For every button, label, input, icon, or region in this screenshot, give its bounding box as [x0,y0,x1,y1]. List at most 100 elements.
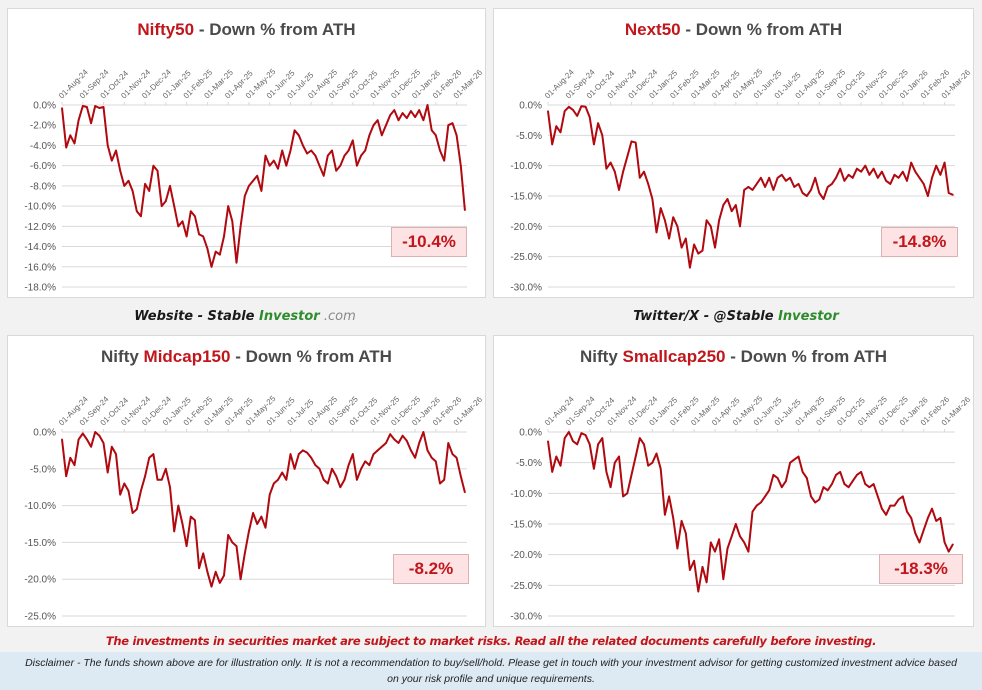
data-point [160,479,163,481]
data-point [131,512,134,514]
data-point [127,490,130,492]
data-point [252,512,254,514]
data-point [206,571,209,573]
data-point [144,475,146,477]
data-point [227,205,229,207]
data-point [451,122,454,124]
data-point [860,170,862,173]
data-point [580,432,583,435]
data-point [273,482,275,485]
data-point [822,486,825,488]
y-tick-label: -10.0% [24,501,56,512]
data-point [943,161,946,164]
data-point [588,443,591,446]
data-point [102,106,105,108]
data-point [148,456,151,459]
chart-panel-next50: Next50 - Down % from ATH 0.0% -5.0% -10.0%… [493,8,974,298]
y-tick-label: -18.0% [24,283,56,294]
twitter-prefix: Twitter/X - @Stable [633,309,779,324]
data-point [768,489,771,492]
data-point [264,154,267,157]
data-point [243,552,246,555]
data-point [568,431,570,433]
data-point [826,489,829,492]
data-point [331,149,333,152]
data-point [202,235,205,238]
data-point [605,167,608,170]
data-point [789,461,791,464]
data-point [630,474,633,476]
y-tick-label: -30.0% [510,283,542,294]
website-suffix: .com [319,309,356,324]
y-tick-label: -5.0% [516,458,542,469]
data-point [939,517,942,519]
data-point [268,164,271,167]
data-point [235,261,238,264]
y-tick-label: -10.0% [510,489,542,500]
data-point [69,134,72,137]
line-chart-nifty50: 0.0% -2.0% -4.0% -6.0% -8.0% -10.0% -12.0% -14.… [24,67,484,294]
data-point [739,535,741,538]
data-point [447,124,450,127]
data-point [726,198,729,200]
data-point [801,471,804,473]
y-tick-label: -4.0% [30,141,56,152]
twitter-caption: Twitter/X - @Stable Investor [490,309,982,324]
data-point [664,219,666,222]
data-point [768,177,771,179]
data-point [273,159,275,162]
data-point [322,479,325,481]
data-point [376,119,379,121]
data-point [826,186,829,188]
data-point [102,442,105,444]
data-point [772,474,775,476]
data-point [789,177,791,179]
data-point [381,134,383,137]
data-point [843,483,846,485]
data-point [455,134,458,137]
data-point [455,456,458,459]
data-point [822,198,825,200]
data-point [760,177,762,179]
data-point [318,164,321,167]
data-point [780,173,783,176]
data-point [351,139,354,142]
data-point [876,177,879,179]
data-point [655,231,658,234]
data-point [902,170,904,173]
data-point [743,189,745,191]
data-point [947,550,950,553]
data-point [843,180,846,182]
data-point [198,567,200,569]
data-point [868,486,871,488]
data-point [169,185,171,187]
data-point [831,483,833,485]
data-point [693,243,695,246]
data-point [385,124,387,127]
data-point [689,569,691,571]
data-point [647,464,649,467]
data-point [881,507,883,510]
data-point [885,514,887,516]
data-point [219,582,221,584]
data-point [94,105,97,107]
data-point [651,198,654,200]
data-point [310,456,313,459]
data-point [747,186,750,188]
data-point [893,504,896,507]
data-point [65,146,67,149]
data-point [86,438,88,441]
y-tick-label: -8.0% [30,181,56,192]
data-point [235,545,238,547]
data-point [864,483,867,485]
data-point [360,468,362,470]
title-highlight: Midcap150 [143,347,231,366]
chart-panel-smallcap250: Nifty Smallcap250 - Down % from ATH 0.0%… [493,335,974,627]
data-point [65,475,67,477]
data-point [668,237,670,240]
data-point [90,445,92,448]
data-point [684,237,687,240]
data-point [689,266,691,269]
chart-panel-nifty50: Nifty50 - Down % from ATH 0.0% -2.0% -4.0%… [7,8,486,298]
data-point [584,434,587,436]
